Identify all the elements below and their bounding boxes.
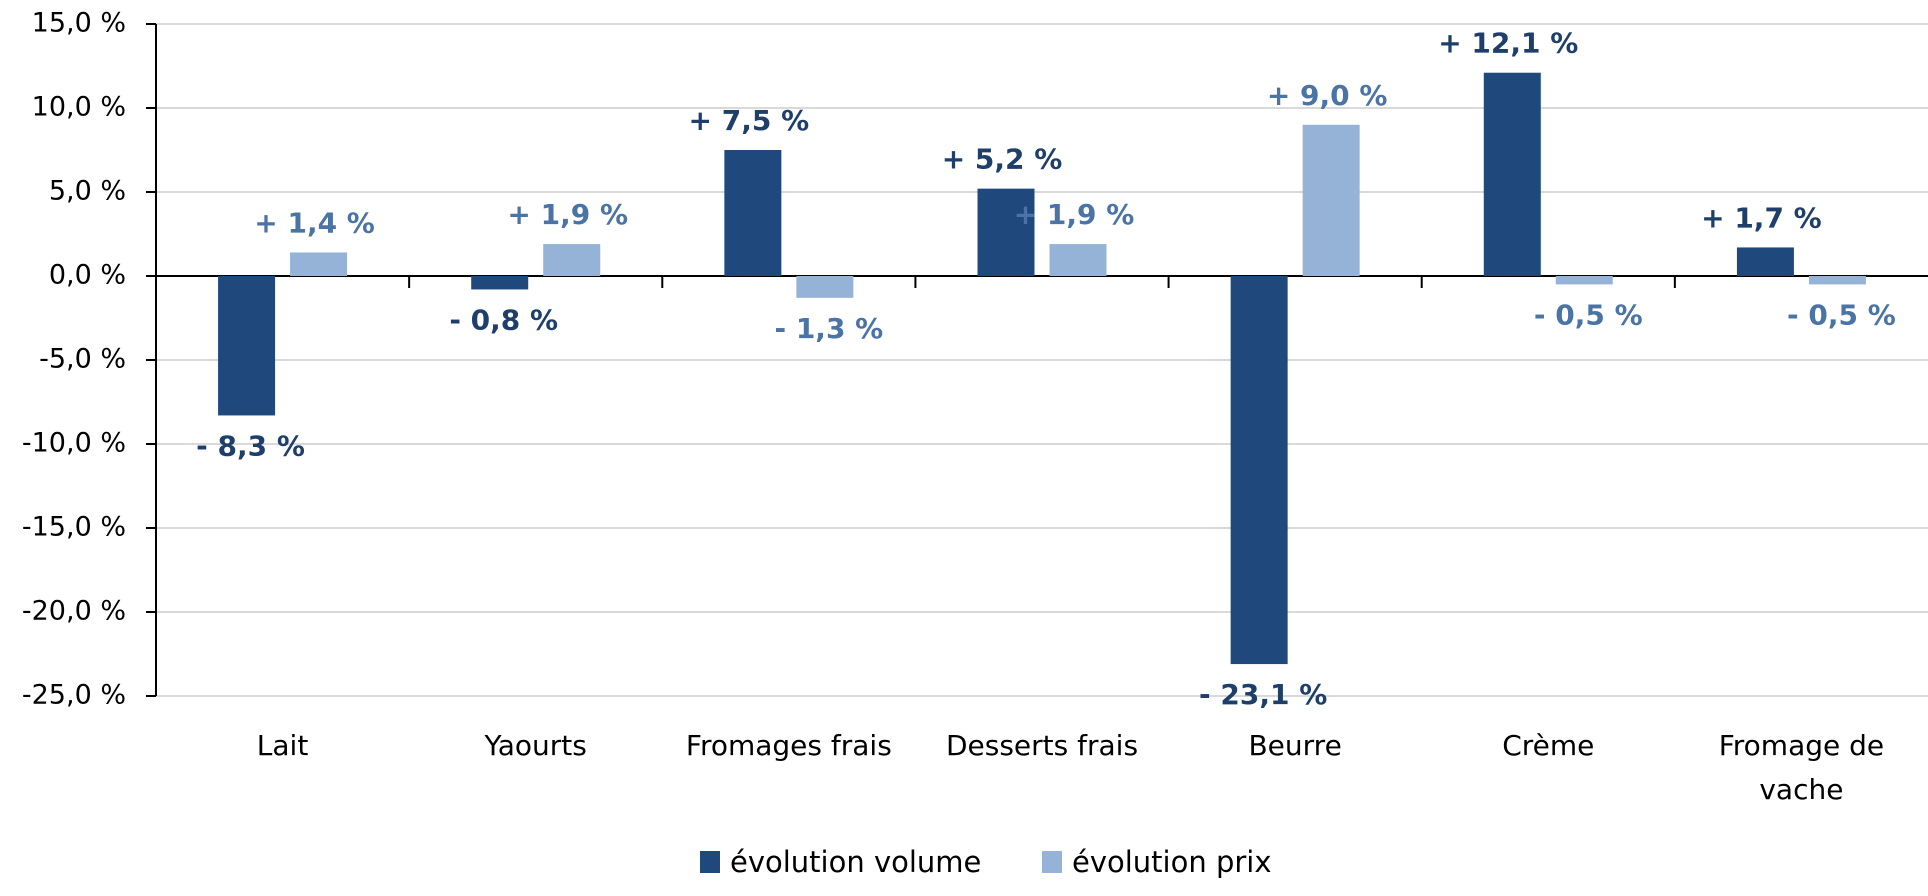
- bar: [1808, 276, 1866, 285]
- legend-swatch: [700, 851, 720, 873]
- bar: [796, 276, 854, 298]
- value-label: - 0,5 %: [1787, 298, 1896, 331]
- y-tick-label: -10,0 %: [22, 428, 126, 459]
- value-label: + 9,0 %: [1267, 79, 1388, 112]
- bar: [1483, 72, 1541, 276]
- bar: [543, 244, 601, 276]
- bar: [977, 188, 1035, 276]
- bar: [1555, 276, 1613, 285]
- legend-swatch: [1042, 851, 1062, 873]
- bar: [724, 150, 782, 276]
- value-label: - 1,3 %: [774, 312, 883, 345]
- y-tick-label: -25,0 %: [22, 680, 126, 711]
- y-tick-label: -20,0 %: [22, 596, 126, 627]
- x-tick-label: Fromage de vache: [1718, 729, 1885, 806]
- x-tick-label: Fromages frais: [685, 729, 892, 762]
- y-tick-label: 15,0 %: [32, 8, 126, 39]
- value-label: + 5,2 %: [942, 143, 1063, 176]
- bar: [218, 276, 276, 416]
- y-tick-label: 10,0 %: [32, 92, 126, 123]
- y-tick-label: -15,0 %: [22, 512, 126, 543]
- y-tick-label: -5,0 %: [39, 344, 126, 375]
- value-label: - 0,8 %: [449, 303, 558, 336]
- x-tick-label: Beurre: [1248, 729, 1342, 762]
- value-label: - 0,5 %: [1534, 298, 1643, 331]
- value-label: + 1,9 %: [507, 198, 628, 231]
- value-label: + 1,4 %: [254, 206, 375, 239]
- x-tick-label: Desserts frais: [945, 729, 1139, 762]
- value-label: - 8,3 %: [196, 429, 305, 462]
- x-tick-label: Lait: [256, 729, 309, 762]
- value-label: + 12,1 %: [1438, 27, 1578, 60]
- y-tick-label: 5,0 %: [49, 176, 126, 207]
- value-label: + 7,5 %: [689, 104, 810, 137]
- legend-label: évolution prix: [1072, 845, 1272, 879]
- bar: [1302, 124, 1360, 276]
- bar: [1736, 247, 1794, 276]
- value-label: - 23,1 %: [1199, 678, 1327, 711]
- bar: [290, 252, 348, 276]
- y-tick-label: 0,0 %: [49, 260, 126, 291]
- x-tick-label: Crème: [1502, 729, 1595, 762]
- x-tick-label: Yaourts: [484, 729, 587, 762]
- bar: [1230, 276, 1288, 665]
- value-label: + 1,7 %: [1701, 201, 1822, 234]
- bar: [1049, 244, 1107, 276]
- legend-label: évolution volume: [730, 845, 981, 879]
- bar: [471, 276, 529, 290]
- value-label: + 1,9 %: [1014, 198, 1135, 231]
